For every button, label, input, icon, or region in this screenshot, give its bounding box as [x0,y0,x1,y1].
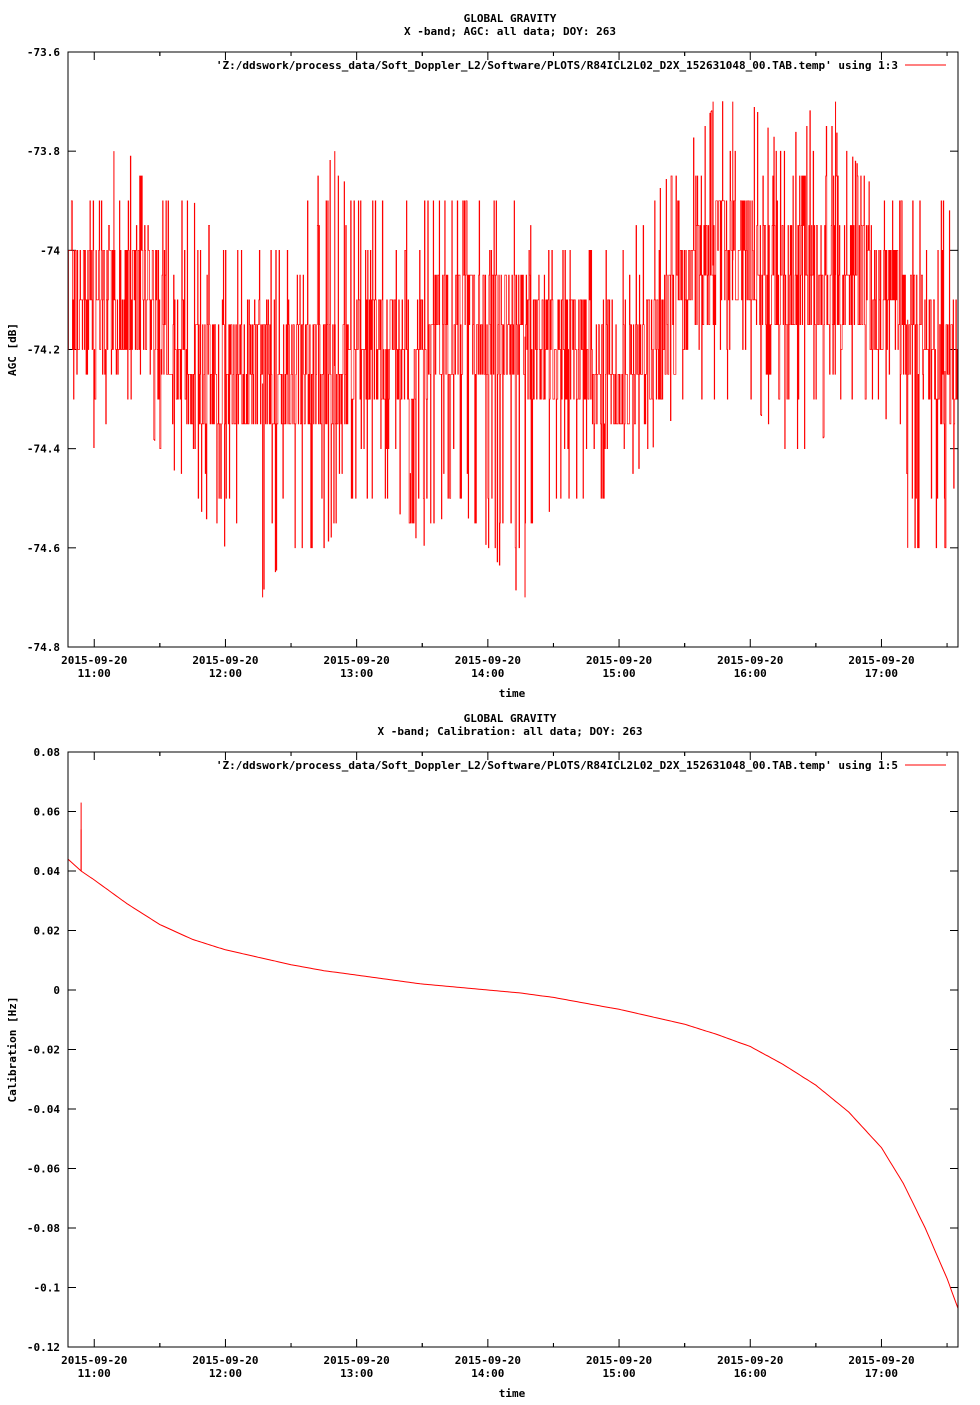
x-tick-time: 14:00 [471,667,504,680]
x-tick-time: 17:00 [865,1367,898,1380]
y-tick-label: -74.6 [27,542,60,555]
x-tick-date: 2015-09-20 [586,1354,652,1367]
y-tick-label: 0.02 [34,925,61,938]
y-ticks: 0.08 0.06 0.04 0.02 0 -0.02 -0.04 -0.06 -0.08 -0.… [27,746,958,1354]
legend-label: 'Z:/ddswork/process_data/Soft_Doppler_L2… [216,59,898,72]
chart-title: GLOBAL GRAVITY [464,12,557,25]
y-tick-label: -73.6 [27,46,60,59]
x-tick-time: 13:00 [340,1367,373,1380]
x-tick-time: 16:00 [734,1367,767,1380]
x-tick-date: 2015-09-20 [324,654,390,667]
x-tick-time: 12:00 [209,1367,242,1380]
x-tick-time: 11:00 [78,667,111,680]
x-tick-time: 12:00 [209,667,242,680]
x-tick-time: 16:00 [734,667,767,680]
x-tick-date: 2015-09-20 [717,1354,783,1367]
y-tick-label: -0.02 [27,1044,60,1057]
legend: 'Z:/ddswork/process_data/Soft_Doppler_L2… [216,59,946,72]
x-tick-date: 2015-09-20 [848,654,914,667]
x-tick-date: 2015-09-20 [455,654,521,667]
y-tick-label: -0.06 [27,1163,60,1176]
series-line [67,858,959,1309]
y-tick-label: -0.12 [27,1341,60,1354]
x-tick-date: 2015-09-20 [717,654,783,667]
chart-subtitle: X -band; AGC: all data; DOY: 263 [404,25,616,38]
y-tick-label: -0.04 [27,1103,60,1116]
x-axis-label: time [499,687,526,700]
x-tick-date: 2015-09-20 [61,654,127,667]
x-tick-time: 14:00 [471,1367,504,1380]
legend: 'Z:/ddswork/process_data/Soft_Doppler_L2… [216,759,946,772]
x-tick-date: 2015-09-20 [586,654,652,667]
x-ticks: 2015-09-2011:002015-09-2012:002015-09-20… [61,52,948,680]
x-tick-date: 2015-09-20 [848,1354,914,1367]
x-tick-date: 2015-09-20 [61,1354,127,1367]
y-tick-label: -74.4 [27,443,60,456]
x-ticks: 2015-09-2011:002015-09-2012:002015-09-20… [61,752,948,1380]
x-tick-date: 2015-09-20 [192,654,258,667]
y-tick-label: 0.04 [34,865,61,878]
y-tick-label: -74.8 [27,641,60,654]
plot-frame [67,51,959,648]
y-tick-label: 0 [53,984,60,997]
legend-label: 'Z:/ddswork/process_data/Soft_Doppler_L2… [216,759,898,772]
x-tick-time: 15:00 [602,1367,635,1380]
plot-frame [67,751,959,1348]
y-tick-label: 0.06 [34,806,61,819]
chart-subtitle: X -band; Calibration: all data; DOY: 263 [378,725,643,738]
x-tick-time: 11:00 [78,1367,111,1380]
series-line [68,101,958,591]
x-tick-time: 17:00 [865,667,898,680]
y-axis-label: AGC [dB] [6,323,19,376]
y-tick-label: -74.2 [27,344,60,357]
y-tick-label: -74 [40,244,60,257]
y-axis-label: Calibration [Hz] [6,997,19,1103]
y-tick-label: -73.8 [27,145,60,158]
y-tick-label: 0.08 [34,746,61,759]
x-tick-date: 2015-09-20 [455,1354,521,1367]
x-tick-time: 15:00 [602,667,635,680]
x-tick-date: 2015-09-20 [324,1354,390,1367]
chart-title: GLOBAL GRAVITY [464,712,557,725]
x-tick-time: 13:00 [340,667,373,680]
x-tick-date: 2015-09-20 [192,1354,258,1367]
y-tick-label: -0.08 [27,1222,60,1235]
x-axis-label: time [499,1387,526,1400]
y-tick-label: -0.1 [34,1282,61,1295]
